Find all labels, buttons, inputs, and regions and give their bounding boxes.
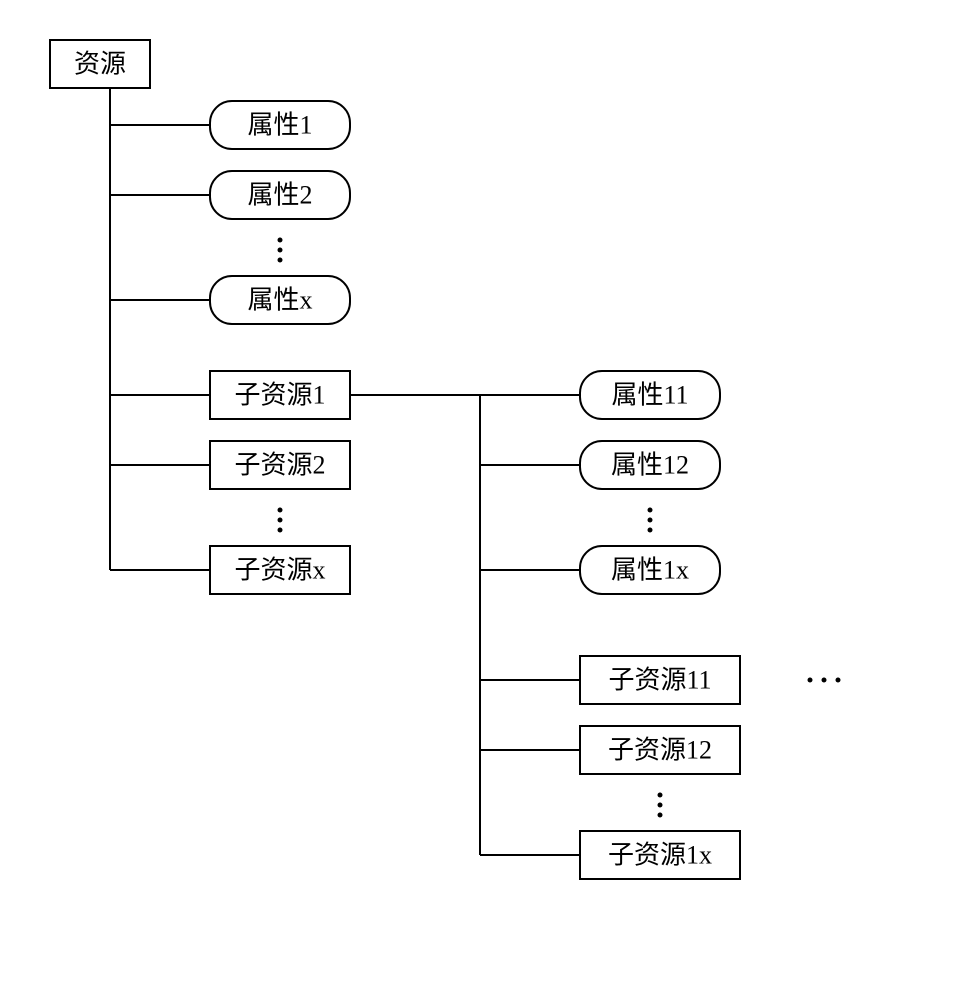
l2-sub-2-label: 子资源1x: [608, 841, 712, 870]
l1-attr-2-label: 属性x: [247, 286, 312, 315]
l2-attr-0-label: 属性11: [611, 381, 688, 410]
l2-attr-2-label: 属性1x: [611, 556, 689, 585]
resource-tree-diagram: 资源属性1 属性2 属性x 子资源1 子资源2 子资源x 属性11 属性12 属性1x 子资源11…: [0, 0, 971, 1000]
l2-sub-dots: [658, 793, 663, 818]
root-resource-label: 资源: [74, 50, 126, 79]
l2-attr-dots: [648, 508, 653, 533]
l1-attr-0-label: 属性1: [247, 111, 312, 140]
continuation-dots: [808, 678, 841, 683]
l2-attr-1-label: 属性12: [611, 451, 689, 480]
l1-sub-2-label: 子资源x: [234, 556, 325, 585]
l1-sub-1-label: 子资源2: [234, 451, 325, 480]
l2-sub-1-label: 子资源12: [608, 736, 712, 765]
l2-sub-0-label: 子资源11: [608, 666, 711, 695]
l1-sub-0-label: 子资源1: [234, 381, 325, 410]
l1-attr-dots: [278, 238, 283, 263]
l1-attr-1-label: 属性2: [247, 181, 312, 210]
l1-sub-dots: [278, 508, 283, 533]
